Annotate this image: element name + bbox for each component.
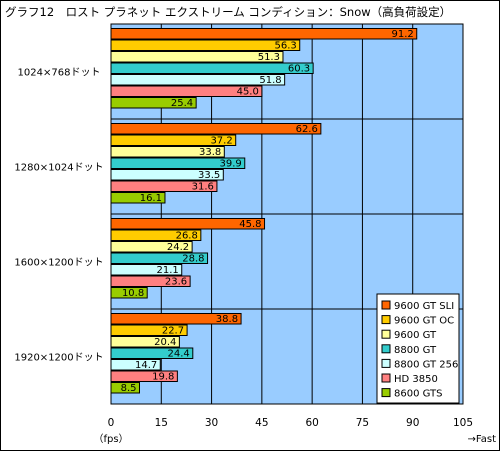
bar-value-label: 8.5 bbox=[121, 383, 137, 394]
bar-value-label: 26.8 bbox=[176, 231, 198, 242]
x-tick-label: 75 bbox=[356, 417, 369, 429]
bar bbox=[110, 382, 140, 394]
bar bbox=[110, 264, 183, 276]
bar-value-label: 51.3 bbox=[258, 52, 280, 63]
legend-label: 8800 GT bbox=[394, 345, 437, 356]
bar-value-label: 22.7 bbox=[162, 326, 184, 337]
legend-label: 8800 GT 256 bbox=[394, 359, 458, 370]
bar bbox=[110, 180, 218, 192]
bar bbox=[110, 123, 322, 135]
bar bbox=[110, 97, 197, 109]
bar-value-label: 91.2 bbox=[391, 29, 413, 40]
bar bbox=[110, 146, 225, 158]
x-tick-label: 0 bbox=[108, 417, 115, 429]
bar-value-label: 10.8 bbox=[122, 288, 144, 299]
legend-swatch bbox=[381, 358, 391, 368]
x-axis-unit-label: （fps） bbox=[93, 433, 128, 445]
bar-value-label: 51.8 bbox=[259, 75, 281, 86]
bar bbox=[110, 62, 314, 74]
bar bbox=[110, 347, 194, 359]
bar-value-label: 33.8 bbox=[199, 147, 221, 158]
bar-value-label: 20.4 bbox=[154, 337, 176, 348]
legend-label: HD 3850 bbox=[394, 374, 438, 385]
bar bbox=[110, 28, 418, 40]
category-label: 1600×1200ドット bbox=[14, 258, 103, 269]
bar-value-label: 37.2 bbox=[210, 136, 232, 147]
bar-value-label: 23.6 bbox=[165, 277, 187, 288]
bar-value-label: 56.3 bbox=[274, 41, 296, 52]
bar bbox=[110, 336, 180, 348]
bar-value-label: 45.8 bbox=[239, 219, 261, 230]
bar bbox=[110, 241, 193, 253]
bar-value-label: 38.8 bbox=[216, 314, 238, 325]
bar bbox=[110, 287, 148, 299]
bar-value-label: 45.0 bbox=[237, 87, 259, 98]
bar bbox=[110, 51, 284, 63]
bar bbox=[110, 313, 242, 325]
bars: 91.2 56.351.3 60.3 51.845.0 25.4 62.6 37.233.8… bbox=[110, 28, 418, 394]
bar-value-label: 25.4 bbox=[171, 98, 193, 109]
bar-value-label: 33.5 bbox=[198, 170, 220, 181]
category-label: 1920×1200ドット bbox=[14, 353, 103, 364]
bar bbox=[110, 169, 224, 181]
bar bbox=[110, 85, 263, 97]
legend-swatch bbox=[381, 329, 391, 339]
bar-value-label: 60.3 bbox=[288, 64, 310, 75]
bar bbox=[110, 39, 301, 51]
bar bbox=[110, 229, 202, 241]
x-tick-label: 90 bbox=[406, 417, 419, 429]
bar bbox=[110, 324, 188, 336]
legend-swatch bbox=[381, 373, 391, 383]
legend-label: 9600 GT OC bbox=[394, 316, 454, 327]
x-tick-label: 105 bbox=[453, 417, 473, 429]
legend-swatch bbox=[381, 300, 391, 310]
bar bbox=[110, 252, 209, 264]
bar-value-label: 24.2 bbox=[167, 242, 189, 253]
bar-value-label: 28.8 bbox=[182, 254, 204, 265]
bar bbox=[110, 359, 161, 371]
x-tick-label: 60 bbox=[305, 417, 318, 429]
legend-swatch bbox=[381, 315, 391, 325]
category-labels: 1024×768ドット 1280×1024ドット 1600×1200ドット 1920×… bbox=[14, 68, 103, 364]
category-label: 1280×1024ドット bbox=[14, 163, 103, 174]
category-label: 1024×768ドット bbox=[18, 68, 101, 79]
bar bbox=[110, 192, 166, 204]
bar bbox=[110, 218, 266, 230]
legend-swatch bbox=[381, 344, 391, 354]
legend-swatch bbox=[381, 388, 391, 398]
x-tick-labels: 0 15 30 45 60 75 90 105 bbox=[108, 417, 473, 429]
bar-value-label: 21.1 bbox=[156, 265, 178, 276]
bar-value-label: 14.7 bbox=[135, 360, 157, 371]
chart-title: グラフ12 ロスト プラネット エクストリーム コンディション：Snow（高負荷… bbox=[5, 5, 451, 19]
bar-value-label: 31.6 bbox=[192, 182, 214, 193]
bar-value-label: 62.6 bbox=[296, 124, 318, 135]
legend-label: 9600 GT bbox=[394, 330, 437, 341]
x-tick-label: 45 bbox=[255, 417, 268, 429]
x-tick-label: 30 bbox=[205, 417, 218, 429]
bar-value-label: 39.9 bbox=[219, 159, 241, 170]
x-tick-label: 15 bbox=[155, 417, 168, 429]
bar-value-label: 19.8 bbox=[152, 372, 174, 383]
x-axis-direction-label: →Fast bbox=[468, 434, 497, 445]
bar bbox=[110, 74, 286, 86]
bar bbox=[110, 275, 191, 287]
bar bbox=[110, 157, 246, 169]
bar bbox=[110, 370, 178, 382]
legend: 9600 GT SLI 9600 GT OC 9600 GT 8800 GT 8800 … bbox=[376, 293, 460, 404]
bar bbox=[110, 134, 237, 146]
legend-box bbox=[376, 293, 460, 404]
bar-value-label: 24.4 bbox=[168, 349, 190, 360]
legend-label: 9600 GT SLI bbox=[394, 301, 454, 312]
legend-label: 8600 GTS bbox=[394, 389, 442, 400]
bar-value-label: 16.1 bbox=[140, 193, 162, 204]
